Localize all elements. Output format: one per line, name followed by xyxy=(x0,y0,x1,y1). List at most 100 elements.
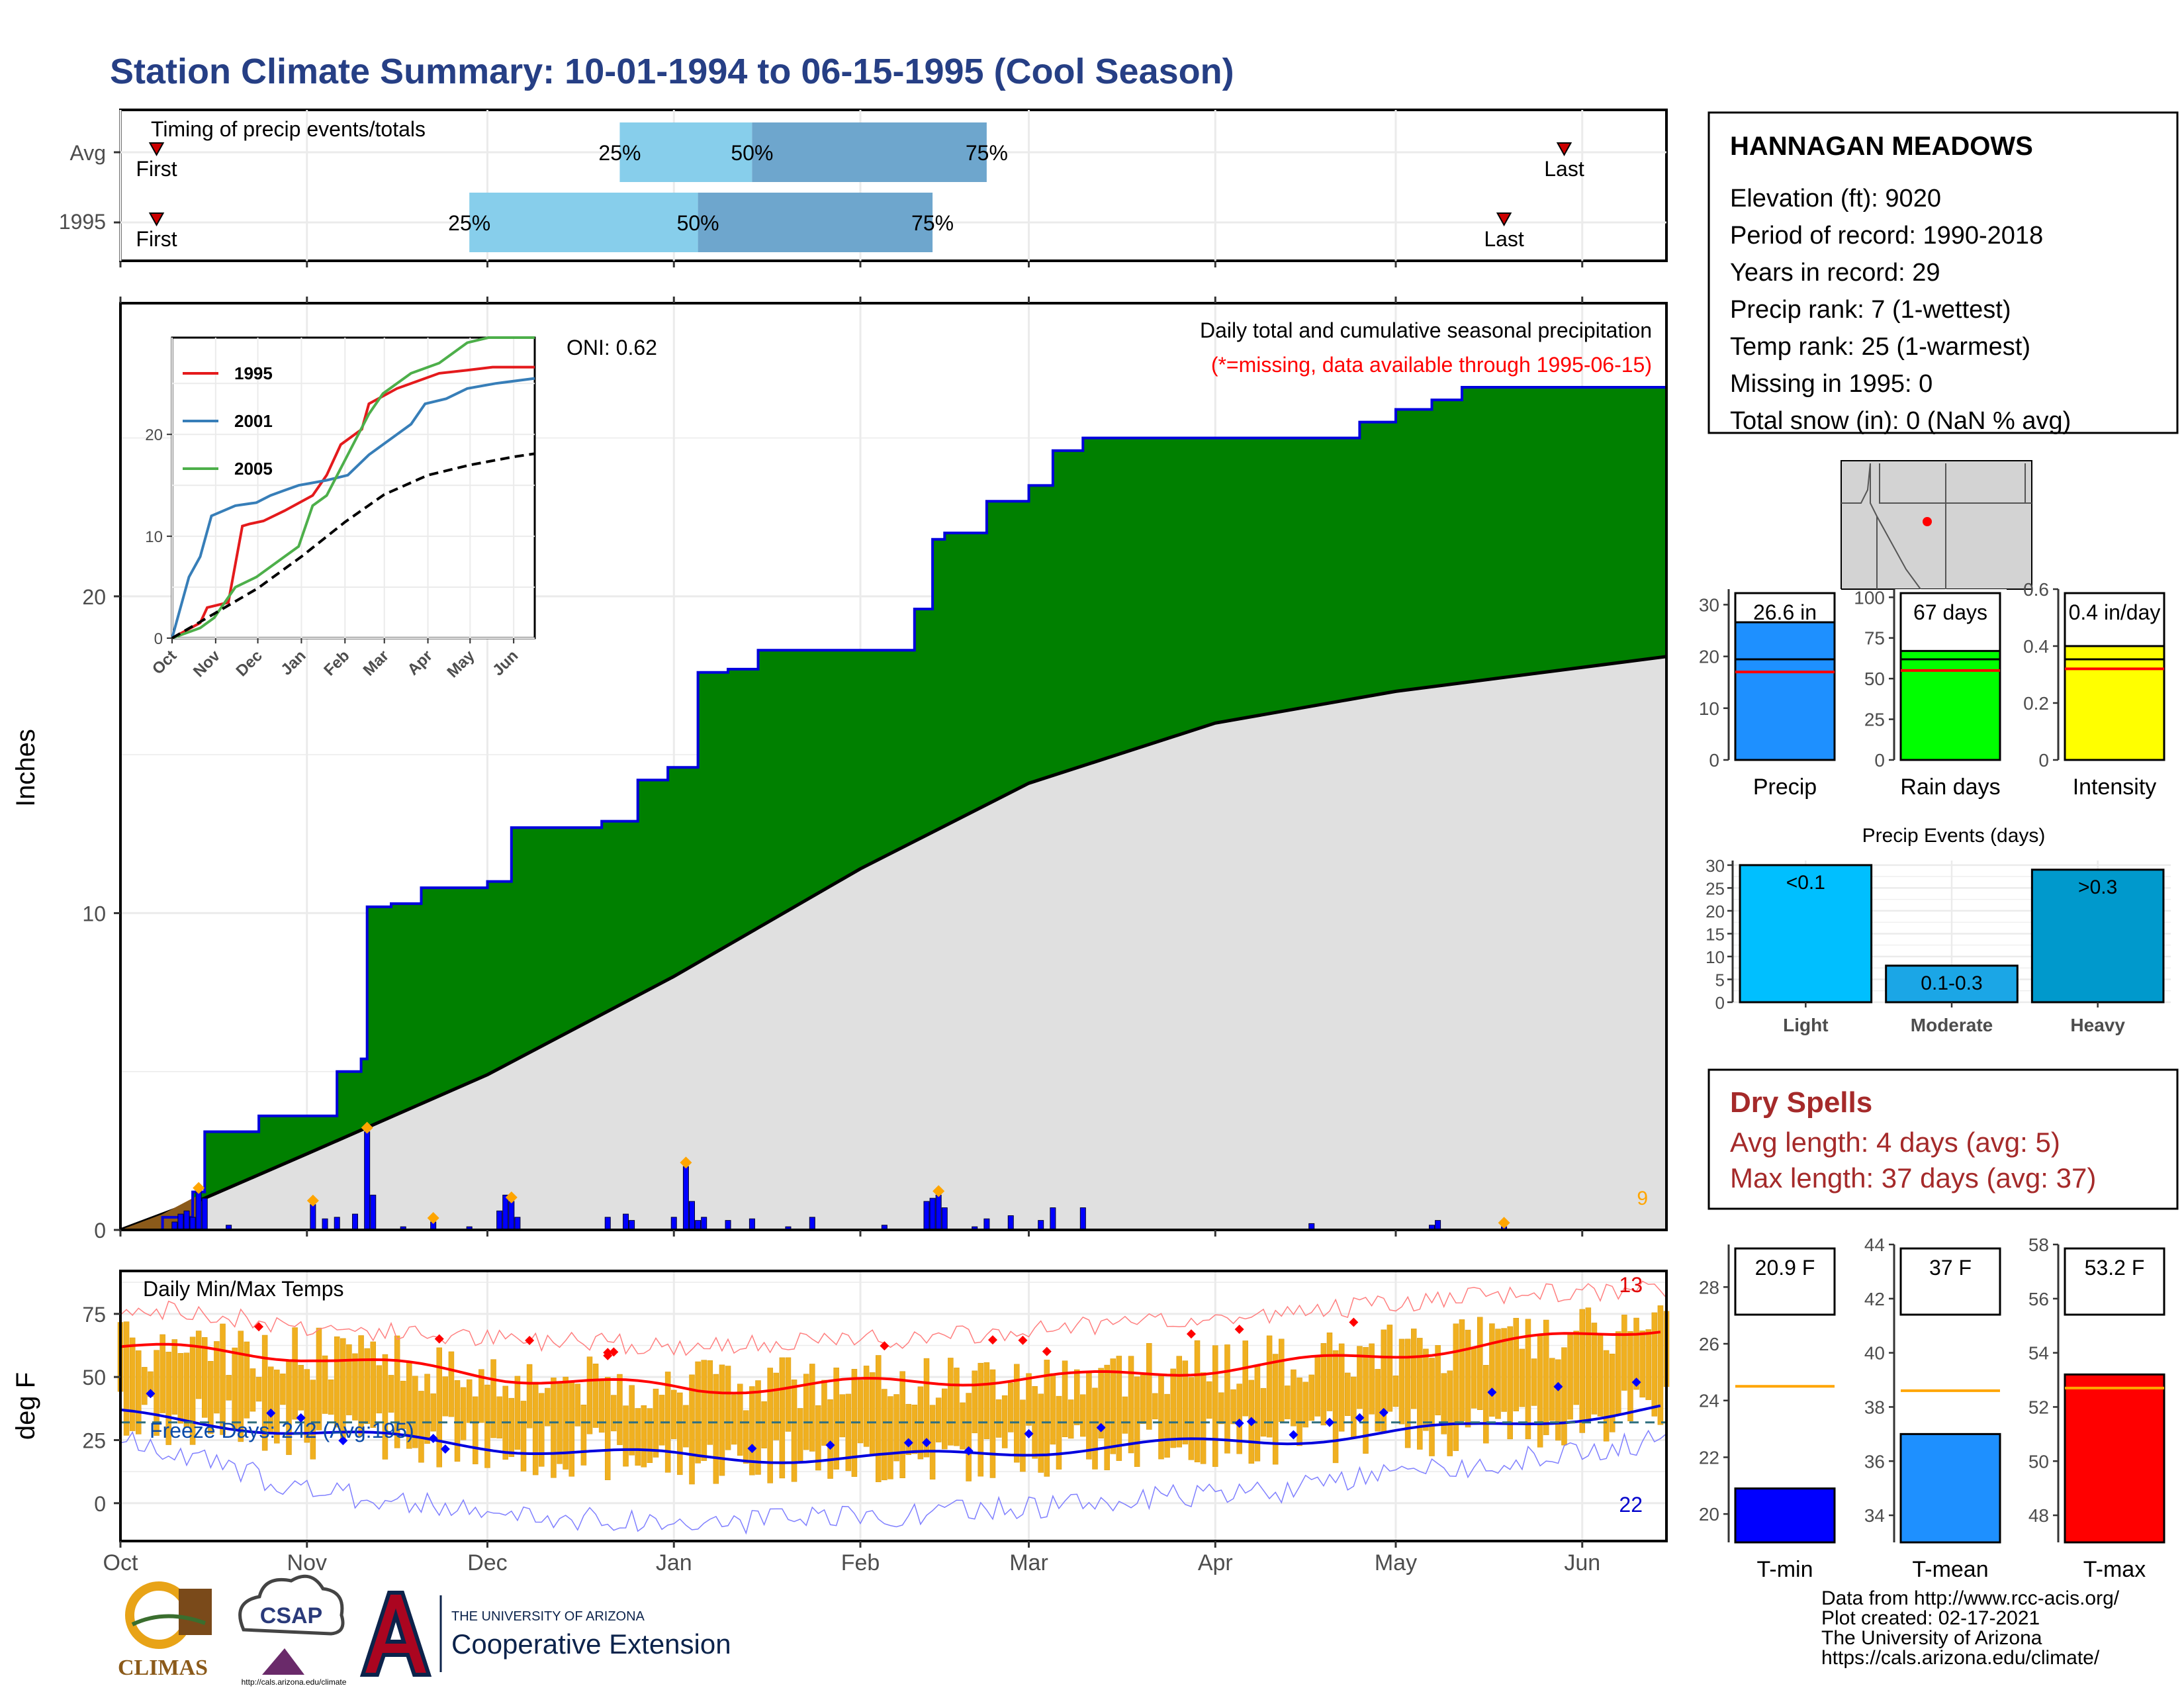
daily-temp-bar xyxy=(1657,1305,1664,1425)
daily-temp-bar xyxy=(713,1374,719,1484)
daily-precip-bar xyxy=(310,1204,316,1231)
daily-temp-bar xyxy=(1345,1372,1351,1417)
daily-temp-bar xyxy=(1591,1323,1598,1415)
daily-temp-bar xyxy=(1621,1315,1627,1391)
record-low-marker xyxy=(964,1446,974,1456)
daily-temp-bar xyxy=(1543,1319,1549,1435)
daily-temp-bar xyxy=(1561,1347,1567,1446)
daily-temp-bar xyxy=(1128,1356,1134,1454)
daily-temp-bar xyxy=(604,1377,611,1480)
daily-temp-bar xyxy=(1585,1307,1592,1421)
temp-x-tick-label-Oct: Oct xyxy=(103,1550,138,1575)
daily-temp-bar xyxy=(635,1408,641,1466)
record-low-marker xyxy=(338,1436,348,1446)
daily-temp-bar xyxy=(328,1379,334,1415)
summary-temp-tick-label-1: 44 xyxy=(1864,1235,1885,1255)
precip-events-tick-label-10: 10 xyxy=(1706,947,1725,967)
daily-temp-bar xyxy=(1230,1389,1236,1425)
timing-q-label-Avg-0: 25% xyxy=(598,141,641,165)
daily-temp-bar xyxy=(767,1368,773,1483)
daily-precip-bar xyxy=(508,1201,515,1231)
record-low-marker xyxy=(1289,1430,1298,1440)
daily-temp-bar xyxy=(1164,1393,1170,1458)
precip-area xyxy=(120,386,1667,1232)
precip-events-bar-Heavy xyxy=(2030,868,2165,1004)
daily-precip-bar xyxy=(351,1213,358,1231)
station-line-missing: Missing in 1995: 0 xyxy=(1730,370,1933,398)
daily-temp-bar xyxy=(454,1380,461,1462)
daily-precip-max-marker xyxy=(505,1191,518,1203)
daily-temp-bar xyxy=(1441,1373,1447,1434)
daily-temp-bar xyxy=(1080,1394,1086,1437)
daily-temp-bar xyxy=(707,1360,713,1445)
temp-y-tick-label-25: 25 xyxy=(82,1429,106,1452)
daily-temp-bar xyxy=(1062,1360,1068,1437)
daily-temp-bar xyxy=(574,1383,581,1427)
top-x-axis xyxy=(119,297,1584,1237)
daily-temp-bar xyxy=(1297,1378,1302,1446)
temp-x-tick-label-Dec: Dec xyxy=(467,1550,507,1575)
precip-missing-note: (*=missing, data available through 1995-… xyxy=(1211,353,1652,377)
temp-panel-frame xyxy=(119,1270,1668,1542)
daily-temp-bar xyxy=(737,1383,743,1456)
summary-precip-tick-label-1: 100 xyxy=(1854,587,1885,608)
dry-spells-title: Dry Spells xyxy=(1730,1086,1872,1119)
summary-temp-tick-label-2: 56 xyxy=(2028,1289,2049,1309)
daily-temp-bar xyxy=(586,1356,593,1434)
daily-temp-bar xyxy=(261,1335,268,1451)
daily-temp-bar xyxy=(1477,1317,1483,1411)
daily-temp-bar xyxy=(1579,1309,1585,1433)
footer-line-url: https://cals.arizona.edu/climate/ xyxy=(1821,1647,2100,1669)
daily-precip-bar xyxy=(935,1194,942,1231)
daily-temp-bar xyxy=(1471,1347,1477,1409)
daily-temp-bar xyxy=(1645,1329,1651,1400)
daily-temp-bar xyxy=(1489,1323,1495,1417)
daily-temp-bar xyxy=(250,1368,256,1412)
daily-temp-bar xyxy=(400,1380,406,1429)
inset-series-line-2005 xyxy=(171,336,535,639)
summary-precip-label-frame-0 xyxy=(1734,592,1836,661)
daily-precip-max-marker xyxy=(306,1194,319,1207)
daily-temp-bar xyxy=(1603,1350,1610,1442)
climas-block-icon xyxy=(179,1589,212,1635)
precip-events-tick-label-30: 30 xyxy=(1706,856,1725,876)
daily-precip-max-marker xyxy=(933,1185,945,1197)
daily-temp-bar xyxy=(1507,1326,1513,1440)
daily-temp-bar xyxy=(689,1374,695,1485)
freeze-days-label: Freeze Days: 242 (Avg:195) xyxy=(150,1419,414,1442)
climas-wordmark: CLIMAS xyxy=(118,1656,208,1680)
daily-temp-bar xyxy=(845,1393,852,1472)
daily-temp-bar xyxy=(1404,1338,1411,1448)
daily-temp-bar xyxy=(1056,1395,1062,1470)
daily-temp-bar xyxy=(779,1357,786,1479)
daily-temp-bar xyxy=(514,1376,521,1450)
precip-events-tick-label-5: 5 xyxy=(1715,970,1725,990)
summary-precip-value-label-Intensity: 0.4 in/day xyxy=(2069,600,2161,624)
daily-temp-bar xyxy=(1122,1396,1128,1434)
record-high-marker xyxy=(603,1348,613,1358)
summary-temp-label-frame-0 xyxy=(1734,1247,1836,1316)
daily-precip-bar xyxy=(177,1213,184,1231)
daily-temp-bar xyxy=(983,1362,990,1439)
summary-temp-tick-label-0: 20 xyxy=(1699,1504,1719,1524)
record-high-marker xyxy=(1042,1346,1052,1356)
daily-temp-bar xyxy=(1050,1373,1056,1445)
daily-precip-bar xyxy=(1050,1207,1056,1231)
daily-temp-bar xyxy=(1392,1376,1399,1407)
daily-temp-bar xyxy=(598,1379,605,1433)
daily-precip-bar xyxy=(201,1197,208,1231)
daily-temp-bar xyxy=(695,1361,701,1464)
daily-precip-bar xyxy=(322,1218,328,1231)
temp-top-count: 13 xyxy=(1619,1273,1643,1297)
daily-temp-bar xyxy=(935,1397,942,1442)
daily-temp-bar xyxy=(1110,1358,1116,1454)
daily-precip-bar xyxy=(689,1201,696,1231)
daily-temp-bar xyxy=(1170,1368,1176,1448)
record-low-marker xyxy=(1024,1429,1034,1438)
daily-temp-bar xyxy=(827,1399,833,1479)
temp-y-axis: 0 25 50 75 xyxy=(82,1303,120,1516)
daily-temp-bar xyxy=(292,1327,298,1420)
daily-temp-bar xyxy=(484,1384,490,1468)
record-low-marker xyxy=(1631,1378,1641,1387)
